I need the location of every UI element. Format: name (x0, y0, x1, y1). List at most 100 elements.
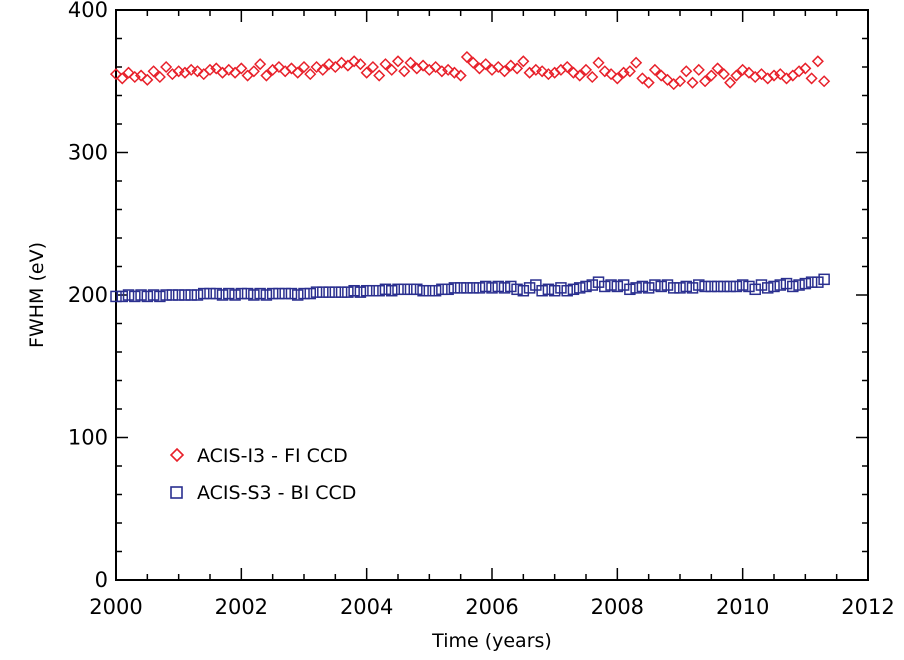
square-marker (417, 284, 429, 297)
square-marker (279, 287, 291, 300)
diamond-marker (222, 63, 235, 76)
square-marker (285, 287, 298, 300)
square-marker (580, 280, 592, 293)
diamond-marker (354, 58, 367, 71)
data-markers (109, 50, 831, 303)
legend-label-acis-s3: ACIS-S3 - BI CCD (197, 482, 356, 504)
square-marker (523, 282, 536, 294)
square-marker (110, 290, 122, 303)
square-marker (248, 289, 260, 301)
square-marker (204, 287, 216, 300)
diamond-marker (323, 58, 336, 71)
square-marker (761, 282, 774, 294)
square-marker (342, 286, 354, 298)
square-marker (517, 284, 530, 297)
square-marker (454, 282, 467, 294)
square-marker (298, 287, 310, 300)
diamond-marker (479, 58, 492, 71)
square-marker (254, 287, 266, 300)
diamond-marker (492, 60, 505, 74)
diamond-marker (448, 66, 461, 79)
diamond-marker (711, 62, 724, 75)
diamond-marker (385, 63, 398, 76)
square-marker (197, 287, 210, 300)
diamond-marker (254, 58, 267, 71)
square-marker (555, 282, 567, 294)
square-marker (505, 280, 517, 293)
square-marker (317, 286, 329, 298)
diamond-marker (805, 72, 818, 85)
square-marker (536, 284, 548, 297)
diamond-marker (605, 68, 618, 81)
square-marker (573, 282, 586, 294)
legend: ACIS-I3 - FI CCD ACIS-S3 - BI CCD (169, 445, 356, 504)
diamond-marker (774, 68, 787, 81)
square-marker (360, 284, 373, 297)
diamond-marker (122, 66, 135, 79)
y-tick-label: 100 (68, 426, 108, 450)
square-marker (467, 282, 479, 294)
axis-tick-labels: 2000 2002 2004 2006 2008 2010 2012 0 100 200 300 40… (68, 0, 895, 619)
square-marker (787, 280, 799, 293)
diamond-marker (153, 70, 166, 84)
diamond-marker (404, 56, 417, 69)
diamond-marker (310, 60, 323, 74)
diamond-marker (611, 72, 624, 85)
square-marker (423, 284, 436, 297)
diamond-marker (699, 75, 712, 88)
square-marker (122, 289, 135, 301)
diamond-marker (617, 66, 630, 79)
diamond-marker (460, 50, 473, 64)
square-marker (793, 279, 805, 291)
diamond-marker (648, 63, 661, 76)
square-marker (473, 282, 486, 294)
x-tick-label: 2006 (465, 595, 518, 619)
square-marker (185, 289, 197, 301)
square-marker (160, 289, 172, 301)
diamond-marker (360, 66, 373, 79)
legend-label-acis-i3: ACIS-I3 - FI CCD (197, 445, 348, 467)
diamond-marker (272, 60, 285, 74)
diamond-marker (379, 58, 392, 71)
square-marker (711, 280, 724, 293)
square-marker (429, 284, 442, 297)
square-marker (442, 283, 454, 296)
diamond-marker (297, 60, 311, 74)
square-marker (636, 280, 649, 293)
square-marker (780, 277, 793, 290)
diamond-marker (736, 63, 749, 76)
square-marker (354, 286, 367, 298)
square-marker (266, 287, 279, 300)
square-marker (667, 282, 680, 294)
square-marker (755, 279, 768, 291)
diamond-marker (504, 59, 517, 72)
diamond-marker (128, 70, 141, 84)
y-tick-label: 400 (68, 0, 108, 22)
square-marker (135, 289, 147, 301)
square-marker (141, 290, 154, 303)
diamond-marker (442, 63, 455, 76)
square-marker (479, 280, 492, 293)
diamond-marker (454, 69, 467, 82)
diamond-marker (247, 65, 260, 78)
square-marker (743, 280, 755, 293)
diamond-marker (147, 65, 160, 78)
square-marker (548, 284, 561, 297)
square-marker (736, 279, 749, 291)
diamond-marker (366, 60, 379, 74)
square-marker (335, 286, 348, 298)
diamond-marker (285, 62, 298, 75)
diamond-marker (391, 55, 405, 68)
square-marker (348, 284, 360, 297)
square-marker (154, 290, 166, 303)
square-marker (686, 282, 699, 294)
axis-ticks (115, 9, 869, 581)
diamond-marker (141, 73, 154, 86)
square-marker (436, 283, 448, 296)
diamond-marker (799, 62, 812, 75)
y-tick-label: 200 (68, 283, 108, 307)
diamond-marker (429, 60, 442, 74)
diamond-marker (742, 66, 755, 79)
y-axis-label: FWHM (eV) (26, 242, 48, 348)
diamond-marker (717, 68, 730, 81)
